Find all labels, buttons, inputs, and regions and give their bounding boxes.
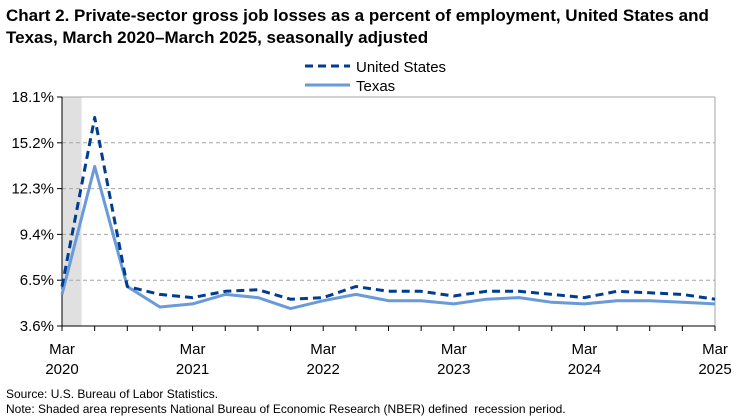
x-tick-label-year: 2021: [176, 361, 209, 378]
y-tick-label: 6.5%: [20, 272, 54, 289]
series-line-texas: [60, 165, 716, 311]
x-tick-label-month: Mar: [441, 341, 467, 358]
y-tick-label: 12.3%: [11, 181, 54, 198]
y-tick-label: 18.1%: [11, 89, 54, 106]
source-note: Source: U.S. Bureau of Labor Statistics.: [6, 387, 219, 401]
x-tick-label-month: Mar: [571, 341, 597, 358]
legend-label: Texas: [356, 78, 395, 95]
x-tick-label-month: Mar: [702, 341, 728, 358]
x-tick-label-year: 2023: [437, 361, 470, 378]
x-tick-label-year: 2020: [45, 361, 78, 378]
series-line-united-states: [60, 116, 716, 301]
x-tick-label-month: Mar: [49, 341, 75, 358]
chart-title: Chart 2. Private-sector gross job losses…: [6, 6, 709, 47]
y-tick-label: 3.6%: [20, 318, 54, 335]
recession-shading: [62, 97, 82, 326]
x-tick-label-year: 2024: [568, 361, 601, 378]
x-tick-label-year: 2022: [307, 361, 340, 378]
legend-label: United States: [356, 59, 446, 76]
y-tick-label: 9.4%: [20, 226, 54, 243]
x-tick-label-month: Mar: [180, 341, 206, 358]
footnote: Note: Shaded area represents National Bu…: [6, 402, 566, 416]
y-tick-label: 15.2%: [11, 135, 54, 152]
x-tick-label-month: Mar: [310, 341, 336, 358]
x-tick-label-year: 2025: [698, 361, 731, 378]
